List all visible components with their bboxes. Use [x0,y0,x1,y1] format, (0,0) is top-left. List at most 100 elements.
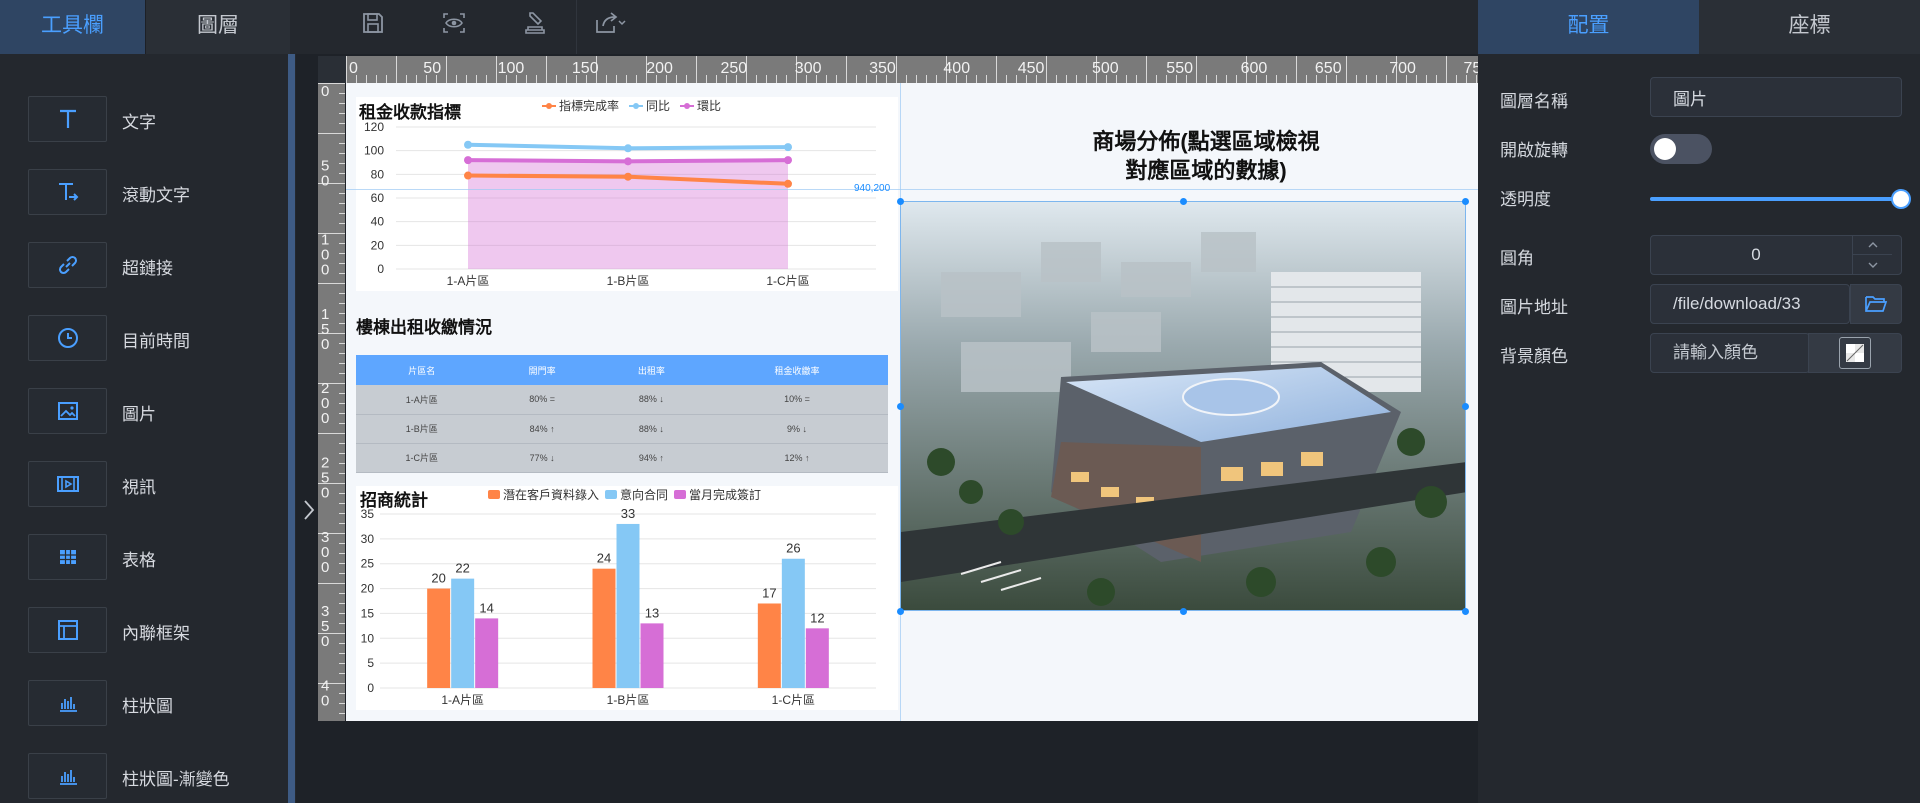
ruler-label: 1 [321,232,329,249]
bar [805,628,829,688]
chevron-right-icon[interactable] [302,498,316,522]
tool-label: 目前時間 [122,332,190,351]
ruler-label: 0 [321,247,329,264]
left-tabs: 工具欄 圖層 [0,0,296,54]
tool-label: 視訊 [122,478,156,497]
ruler-label: 5 [321,157,329,174]
tool-table[interactable]: 表格 [28,534,278,580]
ruler-horizontal: 0 50 100 150 200 250 300 350 400 450 500 550 600 650 7… [346,56,1478,83]
right-tabs: 配置 座標 [1478,0,1920,54]
y-tick-label: 10 [361,631,375,645]
x-tick-label: 1-A片區 [447,274,490,288]
ruler-label: 500 [1092,60,1119,77]
tab-toolbar[interactable]: 工具欄 [0,0,145,54]
tab-config[interactable]: 配置 [1478,0,1699,54]
ruler-label: 0 [321,172,329,189]
ruler-label: 650 [1315,60,1342,77]
mall-aerial-image[interactable] [900,201,1466,611]
table-header: 開門率 [487,355,597,385]
left-panel: 工具欄 圖層 文字 滾動文字 超鏈接 目前時間 [0,0,296,803]
preview-icon [443,13,465,33]
table-cell: 9% ↓ [705,414,888,444]
image-url-input[interactable] [1650,284,1850,324]
tool-iframe[interactable]: 內聯框架 [28,607,278,653]
tool-icon-box [28,607,107,653]
stepper-up-button[interactable] [1853,236,1892,255]
resize-handle[interactable] [1180,198,1187,205]
table-header: 片區名 [356,355,488,385]
stamp-button[interactable] [518,6,552,40]
tool-gradient-bar-chart[interactable]: 柱狀圖-漸變色 [28,753,278,799]
tool-icon-box [28,753,107,799]
tool-label: 表格 [122,551,156,570]
bar [451,578,475,688]
coordinate-readout: 940,200 [854,183,891,194]
tool-current-time[interactable]: 目前時間 [28,315,278,361]
ruler-label: 3 [321,529,329,546]
y-tick-label: 0 [377,262,384,276]
tool-link[interactable]: 超鏈接 [28,242,278,288]
ruler-label: 75 [1464,60,1479,77]
corner-radius-input[interactable] [1650,235,1902,275]
video-icon [56,476,79,492]
tool-image[interactable]: 圖片 [28,388,278,434]
bar-value-label: 24 [597,551,611,566]
opacity-slider-track[interactable] [1650,197,1902,201]
tab-coordinates[interactable]: 座標 [1699,0,1920,54]
save-button[interactable] [356,6,390,40]
legend-swatch [605,490,617,499]
preview-button[interactable] [437,6,471,40]
leasing-chart-widget[interactable]: 招商統計 0 5 10 15 20 25 30 35 20 22 14 1-A片區 24 33 13 1-B片… [356,486,898,710]
folder-open-icon [1865,296,1888,312]
resize-handle[interactable] [1462,403,1469,410]
tool-bar-chart[interactable]: 柱狀圖 [28,680,278,726]
rent-chart-widget[interactable]: 租金收款指標 0 20 40 60 80 100 120 1-A片區 1-B片區 1-C片區 指標完… [356,97,898,291]
data-point [784,156,792,165]
tool-icon-box [28,680,107,726]
tool-scrolling-text[interactable]: 滾動文字 [28,169,278,215]
ruler-label: 0 [321,262,329,279]
color-picker-button[interactable] [1808,333,1902,373]
x-tick-label: 1-C片區 [766,274,809,288]
table-cell: 80% = [487,385,597,415]
ruler-label: 0 [321,410,329,427]
resize-handle[interactable] [897,608,904,615]
data-point [464,140,472,149]
tab-layers[interactable]: 圖層 [145,0,290,54]
stepper-down-button[interactable] [1853,255,1892,274]
browse-file-button[interactable] [1850,284,1902,324]
resize-handle[interactable] [1180,608,1187,615]
color-swatch [1839,337,1871,369]
resize-handle[interactable] [897,403,904,410]
bar [640,623,664,688]
left-scrollbar[interactable] [288,54,295,803]
ruler-corner [318,56,346,83]
rent-table-title: 樓棟出租收繳情況 [356,318,492,337]
y-tick-label: 35 [361,507,375,521]
y-tick-label: 20 [371,238,385,252]
clock-icon [57,328,78,348]
share-button[interactable] [588,6,632,40]
resize-handle[interactable] [1462,608,1469,615]
artboard[interactable]: 租金收款指標 0 20 40 60 80 100 120 1-A片區 1-B片區 1-C片區 指標完… [346,83,1478,721]
bar-value-label: 17 [762,585,776,600]
tool-text[interactable]: 文字 [28,96,278,142]
tool-video[interactable]: 視訊 [28,461,278,507]
rent-line-chart: 0 20 40 60 80 100 120 1-A片區 1-B片區 1-C片區 指標完成率 同比 環比 [364,98,876,288]
layer-name-input[interactable] [1650,77,1902,117]
toolbar-divider [576,0,577,54]
right-panel: 配置 座標 圖層名稱 開啟旋轉 透明度 圓角 圖片地址 背景顏色 [1478,0,1920,803]
bg-color-input[interactable] [1650,333,1810,373]
chevron-down-icon [1868,262,1877,268]
table-cell: 1-B片區 [356,414,488,444]
bar [616,523,640,688]
table-cell: 1-A片區 [356,385,488,415]
opacity-slider-handle[interactable] [1891,189,1911,209]
rotate-toggle[interactable] [1650,134,1712,164]
leasing-chart-title: 招商統計 [360,491,428,510]
image-icon [57,402,78,420]
ruler-label: 200 [646,60,673,77]
resize-handle[interactable] [1462,198,1469,205]
resize-handle[interactable] [897,198,904,205]
tool-icon-box [28,461,107,507]
